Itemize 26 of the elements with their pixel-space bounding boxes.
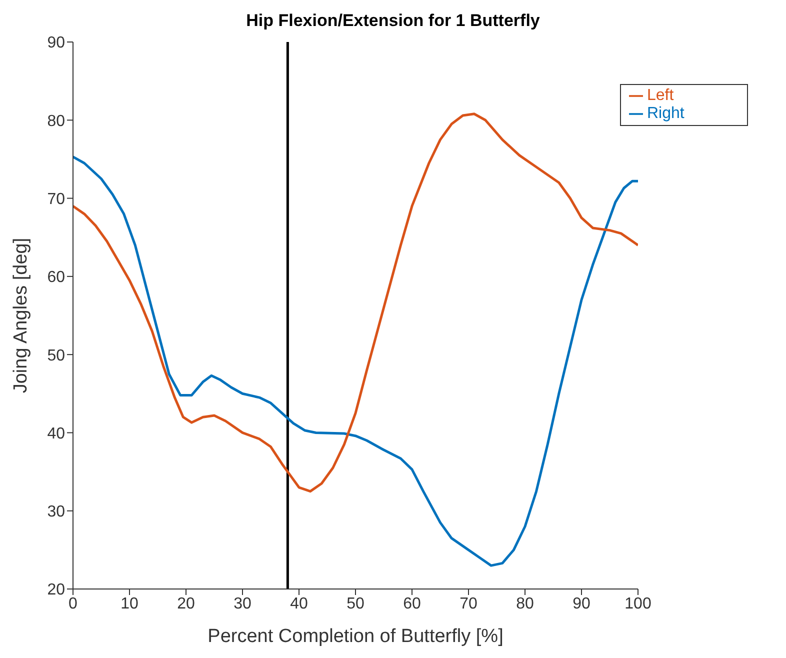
x-tick-label: 0 xyxy=(68,595,78,612)
line-series xyxy=(73,156,638,567)
y-tick-label: 50 xyxy=(47,347,66,364)
legend-label: Right xyxy=(647,105,684,122)
chart-title: Hip Flexion/Extension for 1 Butterfly xyxy=(245,10,541,32)
y-tick-label: 60 xyxy=(47,269,66,286)
x-tick-label: 50 xyxy=(346,595,364,612)
y-tick-label: 70 xyxy=(47,190,66,208)
legend-label: Left xyxy=(647,87,674,104)
x-tick-label: 40 xyxy=(290,595,308,612)
x-tick-label: 80 xyxy=(516,595,534,612)
x-tick-label: 90 xyxy=(572,595,590,612)
line-series xyxy=(73,112,638,493)
y-tick-label: 80 xyxy=(47,112,66,130)
x-tick-label: 70 xyxy=(460,595,478,612)
x-tick-label: 10 xyxy=(120,595,138,612)
x-tick-label: 60 xyxy=(403,595,421,612)
x-tick-label: 20 xyxy=(177,595,195,612)
x-tick-label: 100 xyxy=(624,595,652,612)
y-tick-label: 20 xyxy=(47,582,66,599)
y-tick-label: 90 xyxy=(47,34,66,52)
y-axis-title: Joing Angles [deg] xyxy=(10,238,32,394)
x-tick-label: 30 xyxy=(234,595,252,612)
y-tick-label: 40 xyxy=(47,425,66,442)
x-axis-title: Percent Completion of Butterfly [%] xyxy=(208,626,504,647)
y-tick-label: 30 xyxy=(47,504,66,521)
